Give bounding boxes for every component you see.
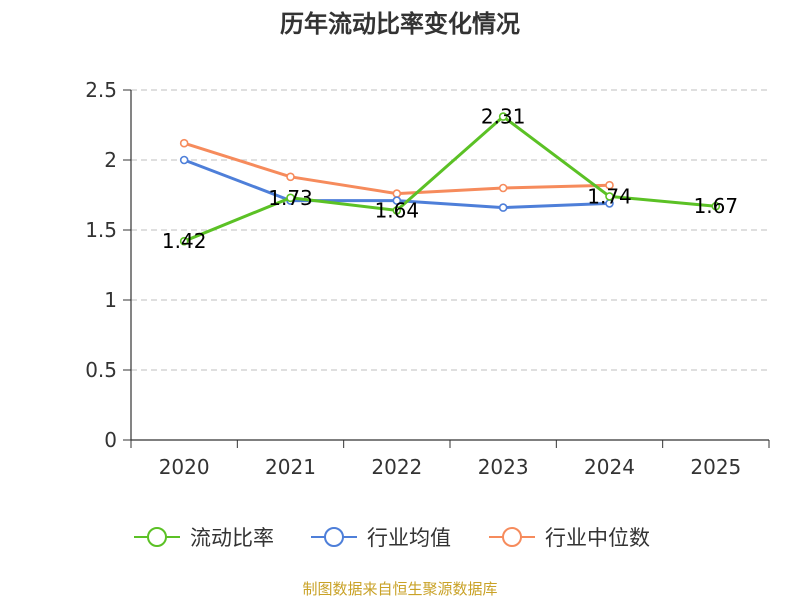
legend[interactable]: 流动比率 行业均值 行业中位数 [134, 526, 650, 550]
data-label: 1.67 [694, 194, 739, 218]
legend-marker [147, 527, 167, 547]
series [179, 112, 721, 246]
data-point[interactable] [498, 203, 508, 212]
data-point[interactable] [179, 155, 189, 165]
legend-label: 流动比率 [190, 526, 274, 550]
legend-item[interactable]: 行业均值 [311, 526, 451, 550]
x-tick-label: 2020 [159, 455, 210, 479]
x-tick-label: 2024 [584, 455, 635, 479]
data-point[interactable] [392, 189, 402, 198]
y-tick-label: 1.5 [85, 218, 117, 242]
legend-label: 行业均值 [367, 526, 451, 550]
series-line [183, 115, 716, 243]
data-point[interactable] [392, 206, 402, 215]
x-tick-label: 2023 [478, 455, 529, 479]
data-label: 1.74 [587, 184, 632, 208]
data-label: 1.64 [375, 198, 420, 222]
data-point[interactable] [286, 193, 295, 203]
legend-item[interactable]: 行业中位数 [489, 526, 650, 550]
data-point[interactable] [392, 196, 402, 205]
y-tick-label: 0.5 [85, 358, 117, 382]
data-point[interactable] [605, 180, 614, 190]
data-point[interactable] [711, 201, 721, 211]
data-point[interactable] [286, 172, 295, 182]
data-label: 1.73 [268, 186, 313, 210]
data-point[interactable] [498, 183, 508, 193]
axes: 0 0.5 1 1.5 2 2.5 2020 2021 2022 2023 2024 2025 [85, 78, 770, 479]
y-tick-label: 2.5 [85, 78, 117, 102]
legend-item[interactable]: 流动比率 [134, 526, 274, 550]
data-label: 1.42 [162, 229, 207, 253]
x-tick-label: 2025 [690, 455, 741, 479]
data-point[interactable] [498, 112, 508, 121]
y-tick-label: 0 [104, 428, 117, 452]
x-tick-label: 2021 [265, 455, 316, 479]
legend-label: 行业中位数 [545, 526, 650, 550]
legend-marker [502, 527, 522, 547]
data-point[interactable] [605, 192, 614, 201]
chart-title: 历年流动比率变化情况 [280, 10, 520, 38]
y-tick-label: 1 [104, 288, 117, 312]
series-line [183, 141, 610, 196]
data-point[interactable] [179, 236, 189, 246]
y-tick-label: 2 [104, 148, 117, 172]
data-label: 2.31 [481, 105, 526, 129]
data-point[interactable] [179, 138, 189, 148]
grid [131, 89, 769, 371]
x-tick-label: 2022 [371, 455, 422, 479]
data-labels: 1.42 1.73 1.64 2.31 1.74 1.67 [162, 105, 738, 254]
source-note: 制图数据来自恒生聚源数据库 [302, 580, 497, 598]
legend-marker [324, 527, 344, 547]
